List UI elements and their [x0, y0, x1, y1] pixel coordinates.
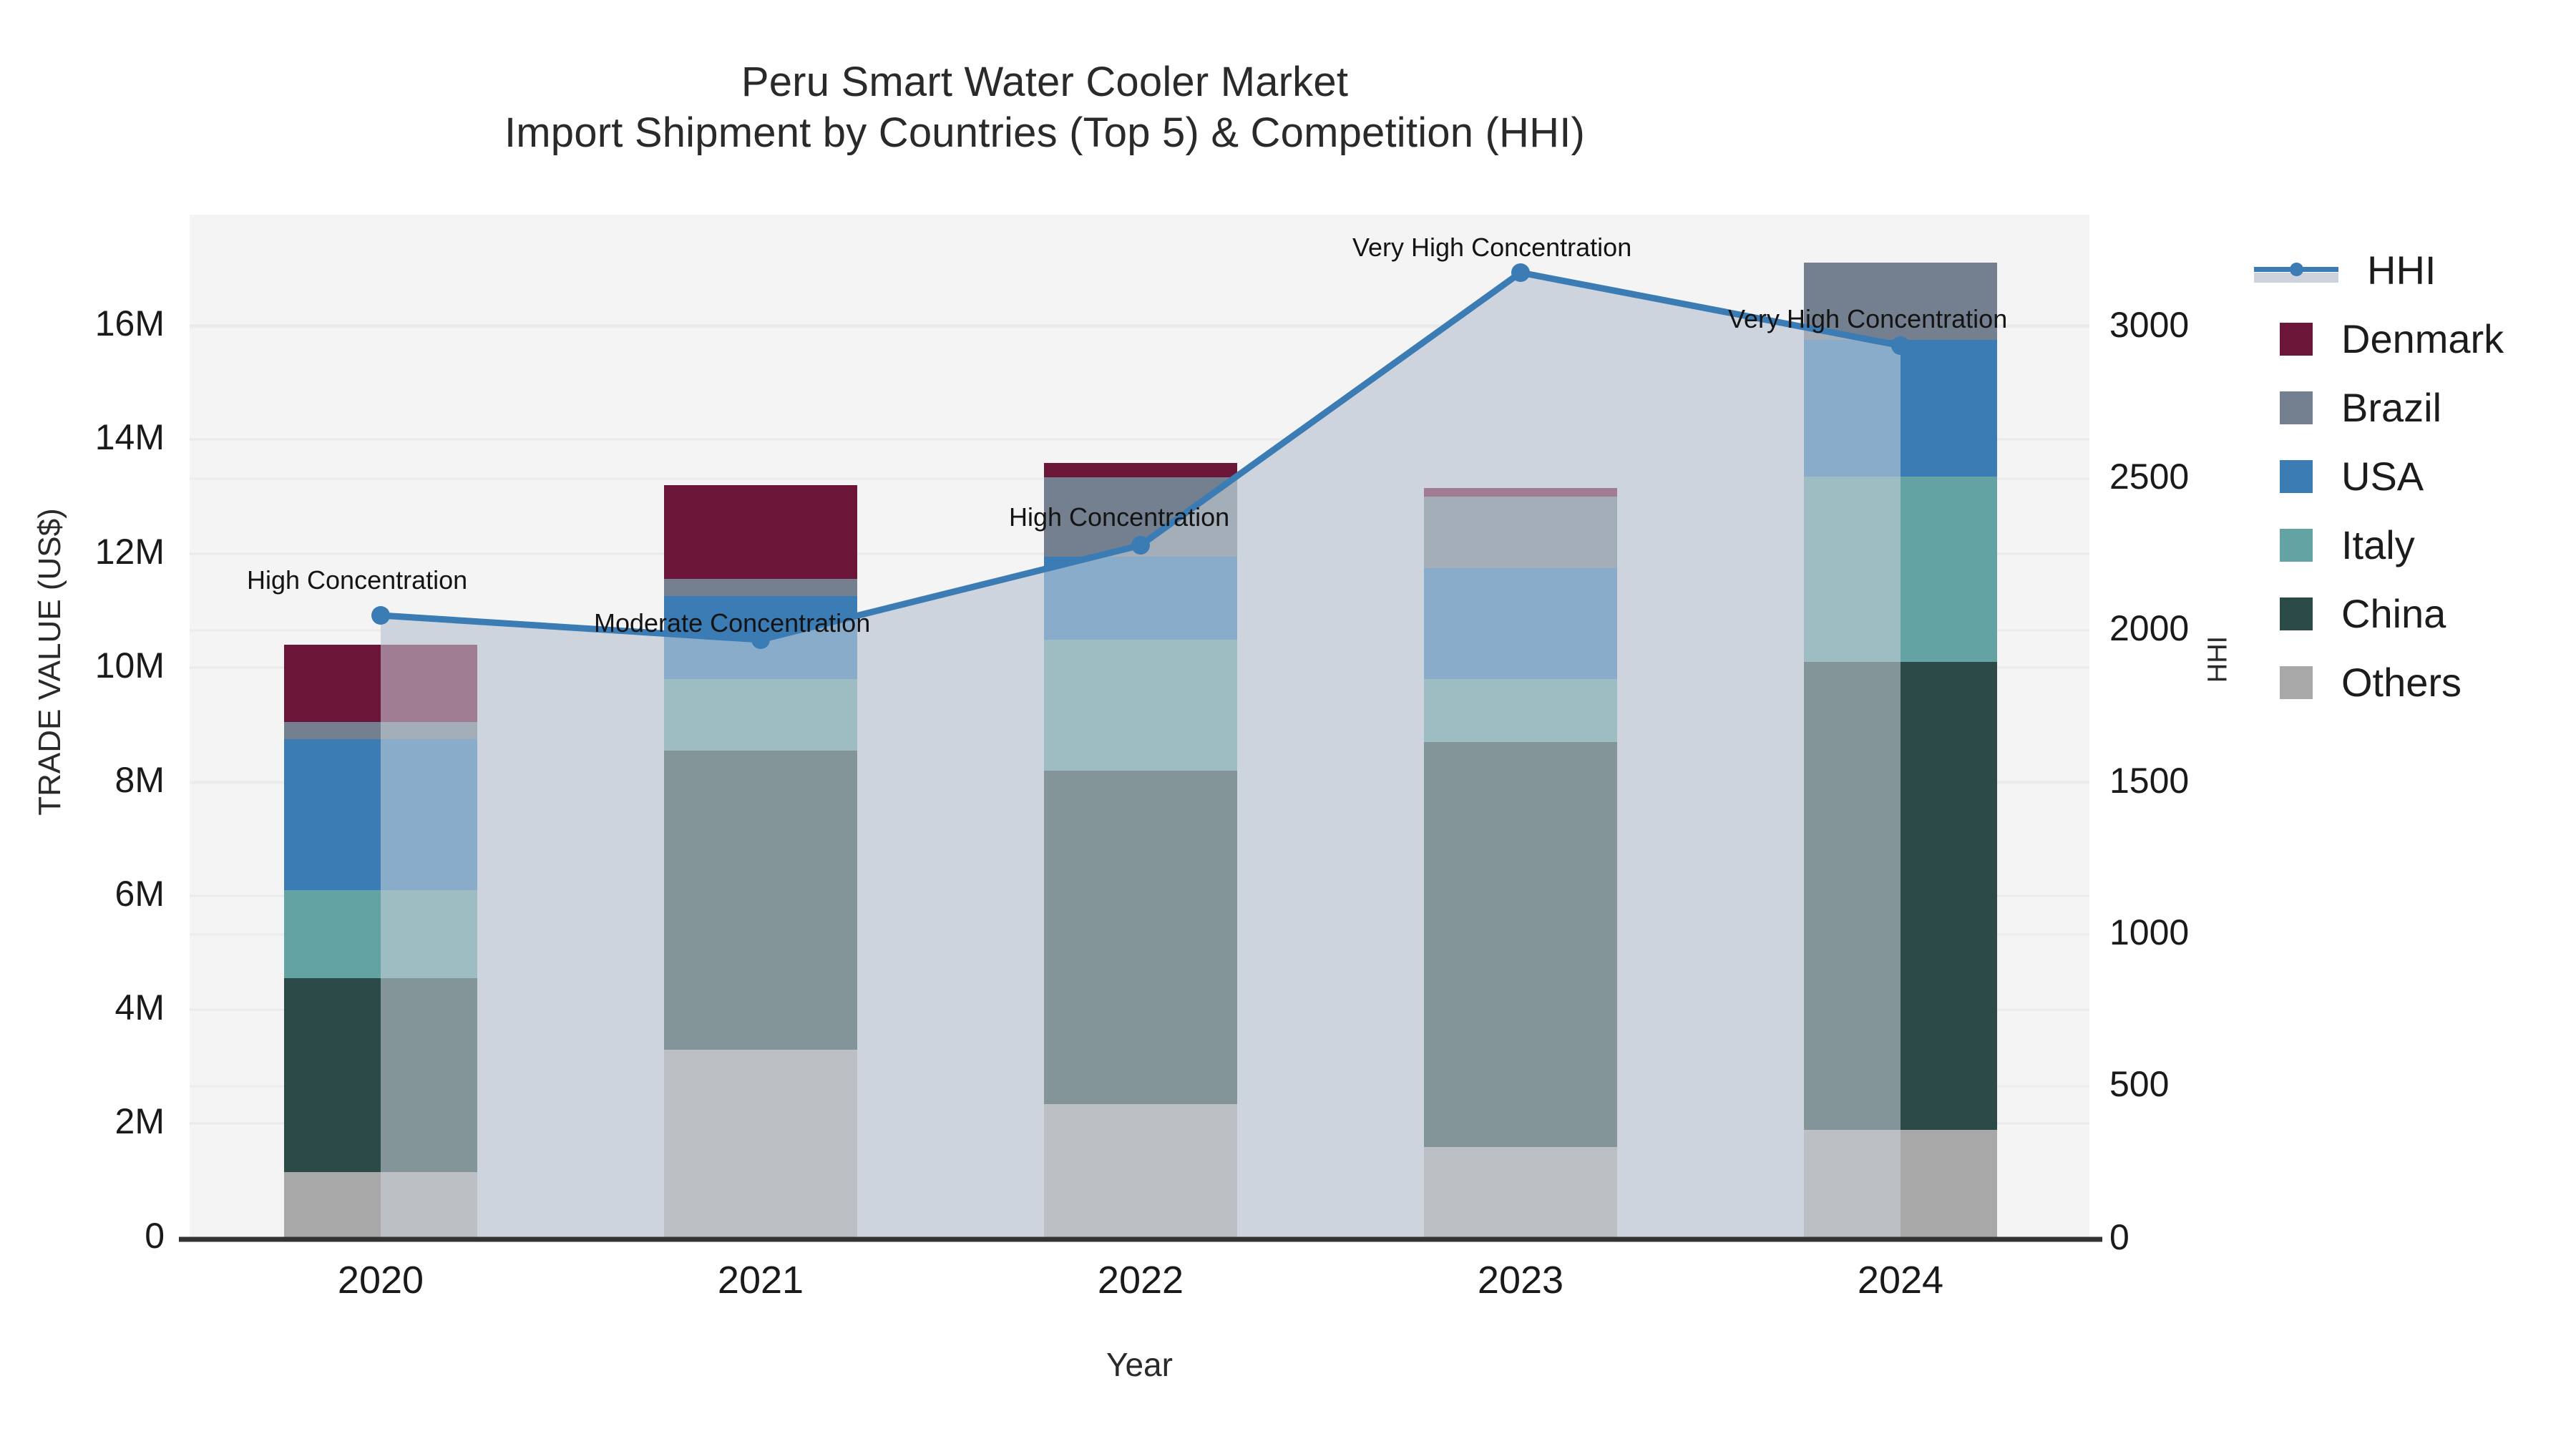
annotation-2021: Moderate Concentration [594, 608, 871, 638]
y-tick-right-0: 0 [2109, 1217, 2129, 1257]
legend-swatch-china [2280, 597, 2313, 630]
y-tick-left-2m: 2M [114, 1101, 165, 1141]
chart-title: Peru Smart Water Cooler Market Import Sh… [0, 57, 2089, 159]
bar-segment-denmark-2022 [1044, 463, 1237, 477]
y-tick-left-8m: 8M [114, 760, 165, 800]
legend-label-denmark: Denmark [2341, 316, 2504, 361]
y-axis-right-title: HHI [2202, 635, 2233, 683]
hhi-point-2022 [1131, 536, 1150, 555]
y-tick-left-10m: 10M [94, 645, 165, 686]
hhi-point-2021 [751, 630, 770, 649]
bar-segment-brazil-2021 [664, 579, 857, 596]
legend-item-usa[interactable]: USA [2254, 442, 2562, 511]
legend-swatch-italy [2280, 529, 2313, 562]
annotation-2023: Very High Concentration [1352, 233, 1632, 262]
annotation-2022: High Concentration [1009, 502, 1230, 532]
hhi-point-2023 [1511, 263, 1530, 282]
y-tick-left-0: 0 [145, 1216, 165, 1256]
legend-swatch-brazil [2280, 391, 2313, 424]
legend-label-brazil: Brazil [2341, 385, 2442, 430]
legend-swatch-denmark [2280, 323, 2313, 356]
hhi-area-fill-overlay [381, 273, 1901, 1238]
chart-title-line-1: Peru Smart Water Cooler Market [741, 59, 1349, 105]
hhi-point-2024 [1891, 336, 1910, 355]
y-tick-right-1500: 1500 [2109, 761, 2190, 801]
y-tick-right-500: 500 [2109, 1064, 2170, 1104]
y-tick-left-6m: 6M [114, 874, 165, 914]
y-tick-right-2500: 2500 [2109, 457, 2190, 497]
chart-legend: HHI Denmark Brazil USA Italy China Other… [2254, 236, 2562, 717]
x-tick-2023: 2023 [1477, 1259, 1564, 1302]
y-tick-right-3000: 3000 [2109, 305, 2190, 345]
hhi-point-2020 [371, 606, 390, 625]
x-tick-2022: 2022 [1097, 1259, 1184, 1302]
chart-title-line-2: Import Shipment by Countries (Top 5) & C… [504, 109, 1586, 156]
legend-item-brazil[interactable]: Brazil [2254, 374, 2562, 442]
legend-item-italy[interactable]: Italy [2254, 511, 2562, 580]
legend-item-hhi[interactable]: HHI [2254, 236, 2562, 305]
y-tick-left-12m: 12M [94, 532, 165, 572]
x-axis-title: Year [1106, 1346, 1173, 1383]
hhi-line-icon [2254, 254, 2338, 287]
legend-swatch-others [2280, 666, 2313, 699]
legend-label-usa: USA [2341, 454, 2424, 499]
legend-item-china[interactable]: China [2254, 580, 2562, 648]
x-tick-2020: 2020 [337, 1259, 424, 1302]
y-tick-left-14m: 14M [94, 417, 165, 457]
legend-item-denmark[interactable]: Denmark [2254, 305, 2562, 374]
y-tick-left-4m: 4M [114, 987, 165, 1028]
legend-label-others: Others [2341, 660, 2462, 705]
hhi-markers [371, 263, 1910, 649]
legend-label-hhi: HHI [2367, 248, 2436, 293]
y-tick-left-16m: 16M [94, 303, 165, 343]
legend-item-others[interactable]: Others [2254, 648, 2562, 717]
legend-label-china: China [2341, 591, 2446, 636]
bar-segment-brazil-2024 [1804, 263, 1997, 340]
bar-segment-denmark-2021 [664, 485, 857, 579]
y-tick-right-1000: 1000 [2109, 912, 2190, 952]
annotation-2024: Very High Concentration [1728, 304, 2008, 333]
annotation-2020: High Concentration [247, 565, 468, 595]
y-tick-right-2000: 2000 [2109, 608, 2190, 648]
legend-label-italy: Italy [2341, 522, 2415, 567]
x-tick-2024: 2024 [1857, 1259, 1944, 1302]
x-tick-2021: 2021 [717, 1259, 804, 1302]
legend-swatch-usa [2280, 460, 2313, 493]
